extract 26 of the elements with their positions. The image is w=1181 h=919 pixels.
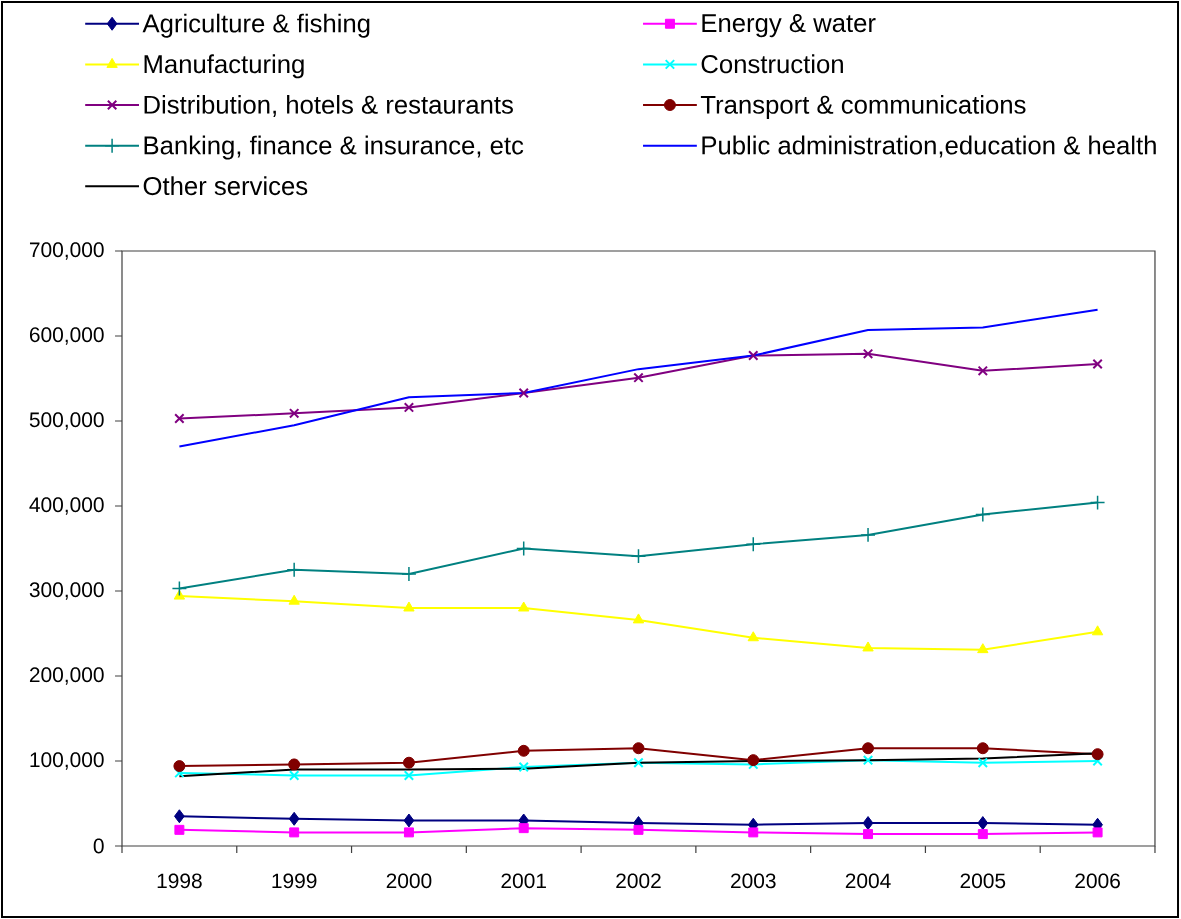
legend-label: Construction [701, 54, 843, 74]
legend-label: Energy & water [702, 14, 876, 38]
x-tick-label: 2004 [845, 873, 891, 889]
y-tick-label: 100,000 [30, 752, 104, 770]
y-tick-label: 0 [93, 838, 104, 854]
x-tick-label: 2005 [960, 873, 1006, 889]
y-tick-label: 300,000 [29, 582, 104, 600]
x-tick-label: 2001 [501, 873, 546, 889]
x-tick-label: 1998 [157, 873, 202, 889]
x-tick-label: 2000 [386, 873, 432, 889]
legend-label: Agriculture & fishing [142, 13, 370, 38]
x-tick-label: 2002 [616, 873, 661, 889]
legend-label: Other services [143, 176, 308, 196]
legend-label: Transport & communications [700, 94, 1026, 119]
legend-label: Manufacturing [144, 54, 304, 79]
legend-label: Banking, finance & insurance, etc [144, 135, 524, 160]
x-tick-label: 2006 [1075, 873, 1120, 889]
legend-label: Distribution, hotels & restaurants [144, 94, 513, 117]
x-tick-label: 2003 [731, 873, 776, 889]
y-tick-label: 700,000 [29, 242, 104, 260]
y-tick-label: 200,000 [29, 667, 104, 685]
y-tick-label: 600,000 [29, 327, 104, 345]
legend-label: Public administration,education & health [702, 135, 1156, 158]
x-tick-label: 1999 [272, 873, 317, 889]
y-tick-label: 500,000 [29, 412, 104, 430]
y-tick-label: 400,000 [29, 497, 104, 515]
